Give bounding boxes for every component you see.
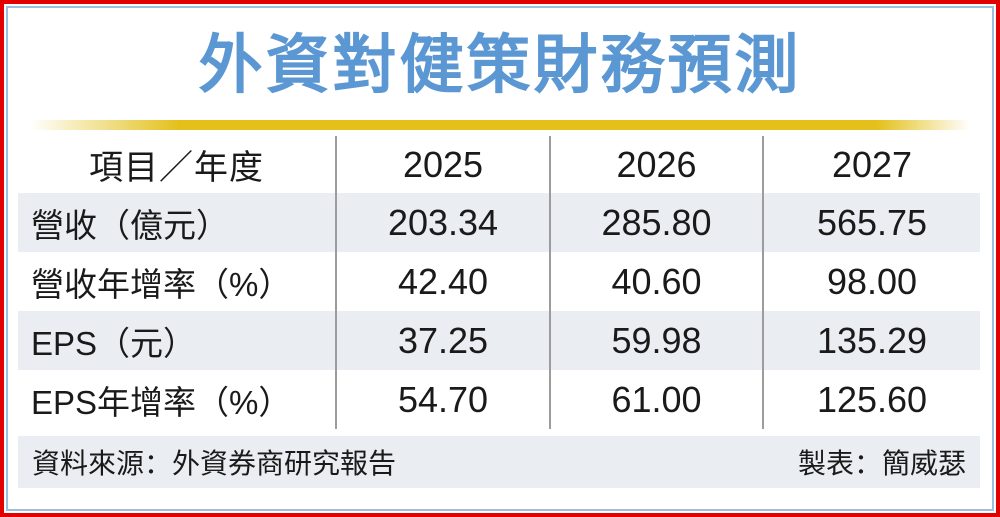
table-row-eps: EPS（元） 37.25 59.98 135.29 (18, 311, 980, 371)
table-row-revenue-growth: 營收年增率（%） 42.40 40.60 98.00 (18, 252, 980, 312)
cell-value: 61.00 (549, 370, 762, 430)
header-2025: 2025 (335, 136, 549, 194)
cell-value: 135.29 (762, 311, 980, 371)
cell-value: 37.25 (335, 311, 549, 371)
cell-value: 565.75 (762, 193, 980, 253)
cell-value: 42.40 (335, 252, 549, 312)
cell-value: 125.60 (762, 370, 980, 430)
cell-value: 54.70 (335, 370, 549, 430)
cell-value: 98.00 (762, 252, 980, 312)
cell-value: 59.98 (549, 311, 762, 371)
cell-value: 40.60 (549, 252, 762, 312)
table-footer: 資料來源：外資券商研究報告 製表：簡威瑟 (18, 436, 980, 489)
header-2027: 2027 (762, 136, 980, 194)
source-note: 資料來源：外資券商研究報告 (32, 448, 397, 480)
header-2026: 2026 (549, 136, 762, 194)
cell-value: 285.80 (549, 193, 762, 253)
credit-note: 製表：簡威瑟 (797, 448, 966, 480)
header-item-year: 項目／年度 (89, 149, 264, 188)
forecast-table: 項目／年度 2025 2026 2027 營收（億元） 203.34 285.8… (18, 136, 980, 430)
table-row-revenue: 營收（億元） 203.34 285.80 565.75 (18, 193, 980, 253)
row-label: EPS年增率（%） (31, 383, 292, 421)
title-underline-bar (30, 120, 970, 131)
page-title: 外資對健策財務預測 (198, 29, 802, 101)
table-header-row: 項目／年度 2025 2026 2027 (18, 136, 980, 194)
row-label: 營收（億元） (31, 206, 229, 244)
cell-value: 203.34 (335, 193, 549, 253)
row-label: EPS（元） (31, 324, 197, 362)
table-row-eps-growth: EPS年增率（%） 54.70 61.00 125.60 (18, 370, 980, 430)
inner-frame: 外資對健策財務預測 項目／年度 2025 2026 2027 營收（億元） 20… (6, 6, 994, 511)
row-label: 營收年增率（%） (31, 265, 292, 303)
